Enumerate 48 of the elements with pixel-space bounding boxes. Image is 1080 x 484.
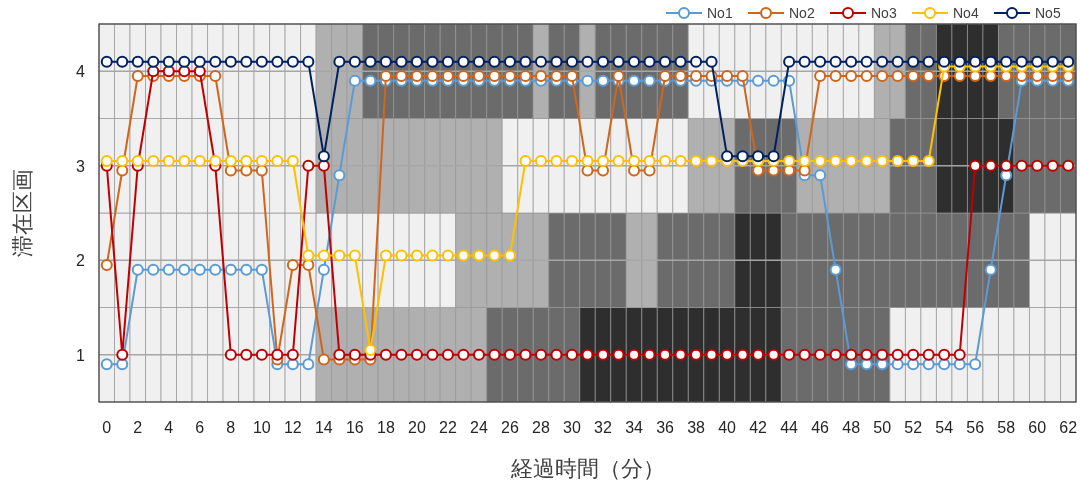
x-tick-label: 36	[656, 419, 675, 436]
x-tick-label: 54	[935, 419, 954, 436]
x-tick-label: 16	[345, 419, 364, 436]
x-tick-label: 50	[873, 419, 892, 436]
legend-item: No5	[993, 5, 1061, 21]
legend-item: No2	[747, 5, 815, 21]
x-tick-label: 44	[780, 419, 799, 436]
y-tick-label: 1	[76, 346, 86, 364]
x-tick-label: 30	[563, 419, 581, 436]
x-tick-label: 24	[470, 419, 488, 436]
x-tick-label: 28	[532, 419, 550, 436]
x-axis-title: 経過時間（分）	[509, 456, 665, 481]
x-tick-label: 26	[501, 419, 519, 436]
legend-label: No3	[871, 5, 897, 21]
x-tick-label: 42	[749, 419, 768, 436]
x-tick-label: 14	[314, 419, 333, 436]
y-axis-title: 滞在区画	[10, 169, 35, 257]
legend-label: No4	[953, 5, 979, 21]
x-tick-label: 10	[252, 419, 271, 436]
x-tick-label: 48	[842, 419, 861, 436]
x-tick-label: 46	[811, 419, 830, 436]
x-tick-label: 52	[904, 419, 923, 436]
legend-label: No5	[1035, 5, 1061, 21]
x-tick-label: 4	[164, 419, 174, 436]
x-tick-label: 20	[408, 419, 426, 436]
legend-label: No2	[789, 5, 815, 21]
x-tick-label: 0	[102, 419, 112, 436]
x-tick-label: 60	[1028, 419, 1047, 436]
x-tick-label: 38	[687, 419, 706, 436]
x-tick-label: 58	[997, 419, 1016, 436]
legend-item: No3	[829, 5, 897, 21]
y-tick-label: 3	[76, 157, 86, 175]
legend-label: No1	[707, 5, 733, 21]
x-tick-label: 40	[718, 419, 737, 436]
x-tick-label: 22	[439, 419, 457, 436]
x-tick-label: 34	[625, 419, 644, 436]
x-tick-label: 12	[283, 419, 302, 436]
x-tick-label: 32	[594, 419, 613, 436]
x-tick-label: 18	[377, 419, 395, 436]
y-tick-label: 2	[76, 252, 86, 270]
y-tick-label: 4	[76, 63, 86, 81]
x-tick-label: 2	[133, 419, 143, 436]
x-tick-label: 56	[966, 419, 985, 436]
x-tick-label: 6	[195, 419, 205, 436]
legend-item: No4	[911, 5, 979, 21]
x-tick-label: 8	[226, 419, 236, 436]
legend-item: No1	[665, 5, 733, 21]
x-tick-label: 62	[1059, 419, 1078, 436]
